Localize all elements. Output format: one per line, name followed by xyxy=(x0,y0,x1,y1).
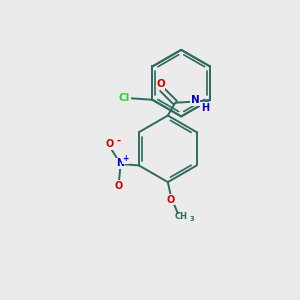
Text: O: O xyxy=(105,140,113,149)
Text: H: H xyxy=(201,103,209,113)
Text: N: N xyxy=(191,95,200,105)
Text: Cl: Cl xyxy=(119,93,130,103)
Text: O: O xyxy=(167,195,175,205)
Text: O: O xyxy=(115,181,123,191)
Text: -: - xyxy=(116,136,120,146)
Text: O: O xyxy=(156,79,165,89)
Text: N: N xyxy=(116,158,124,168)
Text: CH: CH xyxy=(175,212,188,221)
Text: 3: 3 xyxy=(190,216,194,222)
Text: +: + xyxy=(122,154,128,163)
